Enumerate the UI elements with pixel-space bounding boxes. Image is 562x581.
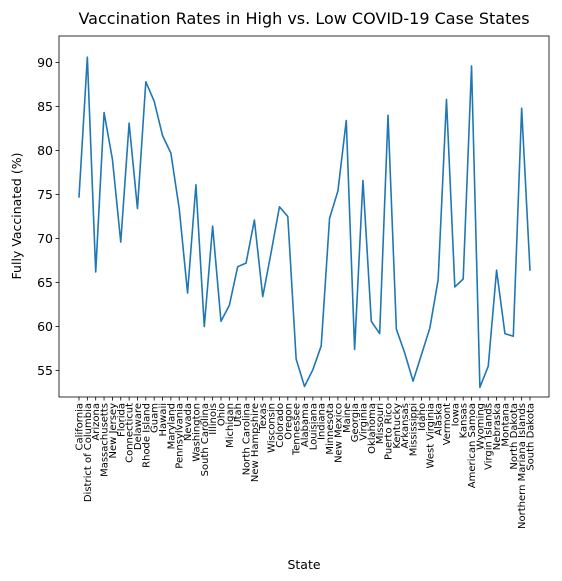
- y-tick-label: 85: [37, 99, 53, 114]
- x-tick-label: Texas: [258, 403, 269, 432]
- x-tick-label: South Carolina: [200, 403, 211, 476]
- x-tick-label: Hawaii: [158, 403, 169, 437]
- y-axis: 55 60 65 70 75 80 85 90: [37, 55, 59, 378]
- x-tick-label: Washington: [191, 403, 202, 462]
- x-tick-label: Minnesota: [325, 403, 336, 455]
- y-axis-label: Fully Vaccinated (%): [9, 153, 24, 280]
- x-tick-label: Massachusetts: [100, 403, 111, 477]
- x-tick-label: American Samoa: [467, 403, 478, 488]
- x-tick-label: District of Columbia: [83, 403, 94, 502]
- x-tick-label: Wisconsin: [267, 403, 278, 453]
- x-tick-label: Rhode Island: [141, 403, 152, 468]
- x-axis-label: State: [287, 557, 320, 572]
- x-tick-label: Connecticut: [125, 403, 136, 463]
- x-tick-label: Pennsylvania: [175, 403, 186, 469]
- x-tick-label: Virginia: [358, 403, 369, 441]
- x-tick-label: Northern Mariana Islands: [517, 403, 528, 529]
- x-tick-label: Maine: [342, 403, 353, 433]
- y-tick-label: 65: [37, 275, 53, 290]
- x-tick-label: North Carolina: [242, 403, 253, 475]
- chart-title: Vaccination Rates in High vs. Low COVID-…: [78, 9, 529, 28]
- x-tick-label: Delaware: [133, 403, 144, 450]
- x-tick-label: Indiana: [317, 403, 328, 440]
- x-tick-label: Virgin Islands: [484, 403, 495, 470]
- y-tick-label: 70: [37, 231, 53, 246]
- x-tick-label: Arizona: [91, 403, 102, 441]
- x-tick-label: Vermont: [442, 403, 453, 445]
- y-tick-label: 80: [37, 143, 53, 158]
- x-tick-label: Arkansas: [400, 403, 411, 449]
- x-tick-label: Montana: [500, 403, 511, 447]
- x-tick-label: Guam: [150, 403, 161, 433]
- x-tick-label: Oregon: [283, 403, 294, 440]
- x-tick-label: Wyoming: [475, 403, 486, 450]
- x-tick-label: Missouri: [375, 403, 386, 444]
- x-tick-label: Tennessee: [292, 403, 303, 456]
- x-tick-label: New Jersey: [108, 403, 119, 459]
- x-tick-label: South Dakota: [526, 403, 537, 471]
- x-tick-label: Nebraska: [492, 403, 503, 450]
- x-tick-label: Iowa: [450, 403, 461, 426]
- x-tick-label: Oklahoma: [367, 403, 378, 454]
- x-tick-label: Nevada: [183, 403, 194, 441]
- x-tick-label: Illinois: [208, 403, 219, 435]
- y-tick-label: 55: [37, 363, 53, 378]
- y-tick-label: 90: [37, 55, 53, 70]
- x-tick-label: New Hampshire: [250, 403, 261, 482]
- x-tick-label: Louisiana: [308, 403, 319, 450]
- x-tick-label: Kentucky: [392, 403, 403, 449]
- x-tick-label: Kansas: [459, 403, 470, 438]
- x-tick-label: Idaho: [417, 403, 428, 431]
- x-tick-label: Puerto Rico: [384, 403, 395, 460]
- y-tick-label: 60: [37, 319, 53, 334]
- x-tick-label: Alaska: [434, 403, 445, 436]
- x-tick-label: California: [75, 403, 86, 451]
- x-tick-label: New Mexico: [333, 403, 344, 463]
- x-tick-label: Michigan: [225, 403, 236, 448]
- plot-frame: [58, 35, 550, 398]
- y-tick-label: 75: [37, 187, 53, 202]
- x-tick-label: Colorado: [275, 403, 286, 448]
- x-tick-label: Maryland: [166, 403, 177, 449]
- series-line: [78, 56, 531, 389]
- x-tick-label: Ohio: [216, 403, 227, 426]
- x-tick-label: Florida: [116, 403, 127, 437]
- x-tick-label: Mississippi: [409, 403, 420, 456]
- x-tick-label: Utah: [233, 403, 244, 427]
- x-tick-label: Georgia: [350, 403, 361, 442]
- x-tick-label: North Dakota: [509, 403, 520, 470]
- x-tick-label: Alabama: [300, 403, 311, 447]
- x-tick-label: West Virginia: [425, 403, 436, 468]
